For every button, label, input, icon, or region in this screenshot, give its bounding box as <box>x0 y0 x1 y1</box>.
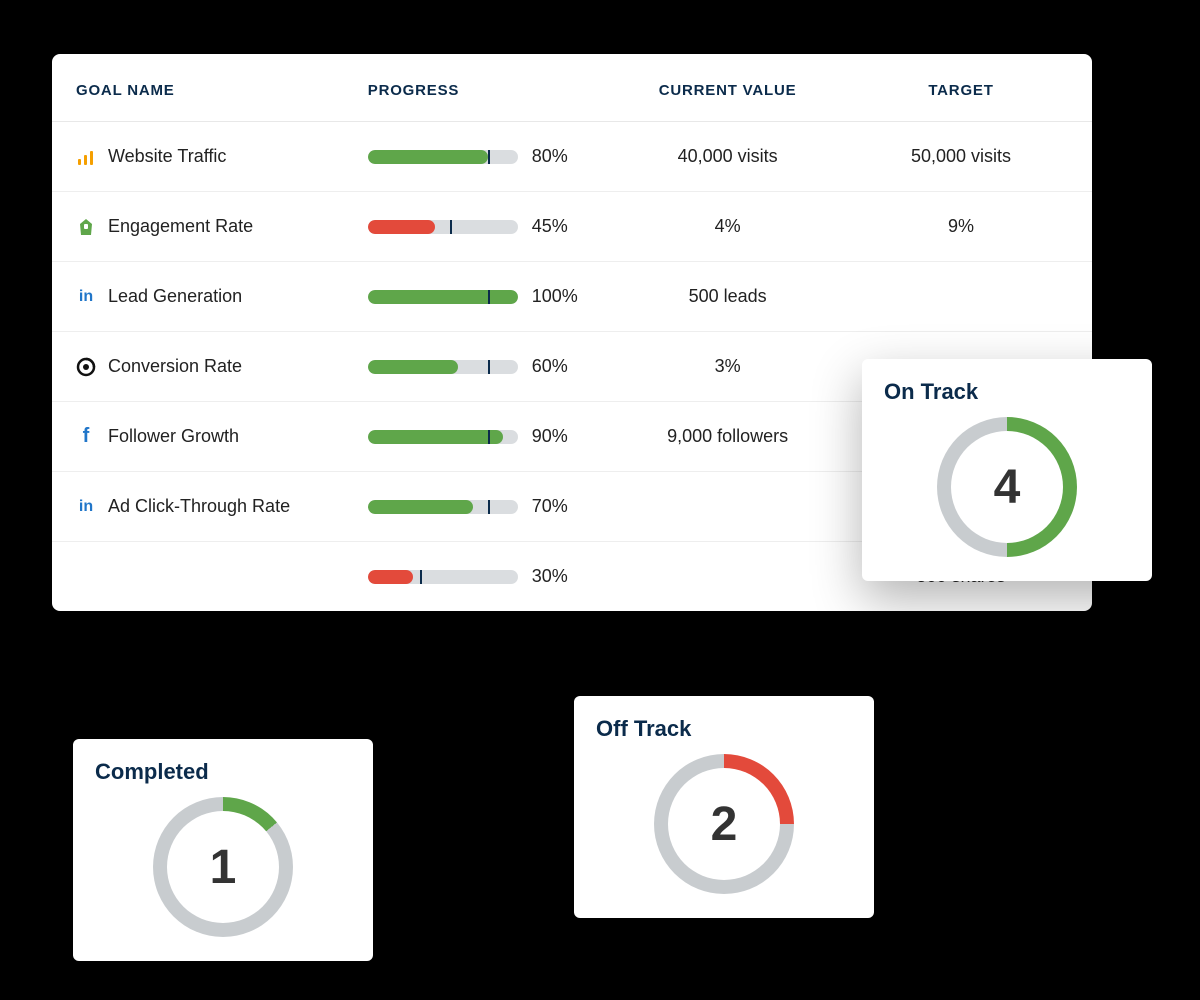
goal-name-label: Ad Click-Through Rate <box>108 496 290 517</box>
completed-card: Completed 1 <box>73 739 373 961</box>
progress-fill <box>368 290 518 304</box>
linkedin-icon: in <box>76 497 96 517</box>
completed-value: 1 <box>167 811 279 923</box>
table-row[interactable]: in Lead Generation 100% 500 leads <box>52 262 1092 332</box>
target-value: 50,000 visits <box>911 146 1011 166</box>
progress-bar <box>368 290 518 304</box>
progress-tick <box>488 430 490 444</box>
on-track-donut: 4 <box>937 417 1077 557</box>
card-title: On Track <box>884 379 1130 405</box>
progress-fill <box>368 500 473 514</box>
progress-percent: 45% <box>532 216 582 237</box>
progress-fill <box>368 570 413 584</box>
progress-bar <box>368 570 518 584</box>
blank-icon <box>76 567 96 587</box>
off-track-card: Off Track 2 <box>574 696 874 918</box>
goal-name-label: Website Traffic <box>108 146 226 167</box>
current-value: 40,000 visits <box>678 146 778 166</box>
table-row[interactable]: Engagement Rate 45% 4% 9% <box>52 192 1092 262</box>
on-track-value: 4 <box>951 431 1063 543</box>
goal-name-label: Follower Growth <box>108 426 239 447</box>
shopify-icon <box>76 217 96 237</box>
linkedin-icon: in <box>76 287 96 307</box>
goal-name-label: Lead Generation <box>108 286 242 307</box>
column-header-name: GOAL NAME <box>76 82 368 99</box>
analytics-icon <box>76 147 96 167</box>
column-header-progress: PROGRESS <box>368 82 601 99</box>
progress-fill <box>368 150 488 164</box>
progress-tick <box>488 360 490 374</box>
current-value: 4% <box>715 216 741 236</box>
progress-bar <box>368 220 518 234</box>
progress-percent: 30% <box>532 566 582 587</box>
progress-tick <box>488 500 490 514</box>
card-title: Off Track <box>596 716 852 742</box>
progress-percent: 80% <box>532 146 582 167</box>
spiral-icon <box>76 357 96 377</box>
progress-fill <box>368 430 503 444</box>
table-header: GOAL NAME PROGRESS CURRENT VALUE TARGET <box>52 54 1092 122</box>
progress-percent: 70% <box>532 496 582 517</box>
progress-tick <box>488 150 490 164</box>
facebook-icon: f <box>76 427 96 447</box>
column-header-target: TARGET <box>854 82 1068 99</box>
off-track-value: 2 <box>668 768 780 880</box>
off-track-donut: 2 <box>654 754 794 894</box>
current-value: 9,000 followers <box>667 426 788 446</box>
target-value: 9% <box>948 216 974 236</box>
progress-percent: 100% <box>532 286 582 307</box>
progress-bar <box>368 150 518 164</box>
current-value: 500 leads <box>689 286 767 306</box>
progress-fill <box>368 220 436 234</box>
progress-percent: 60% <box>532 356 582 377</box>
on-track-card: On Track 4 <box>862 359 1152 581</box>
progress-tick <box>488 290 490 304</box>
progress-bar <box>368 360 518 374</box>
card-title: Completed <box>95 759 351 785</box>
progress-tick <box>450 220 452 234</box>
goal-name-label: Conversion Rate <box>108 356 242 377</box>
progress-bar <box>368 430 518 444</box>
table-row[interactable]: Website Traffic 80% 40,000 visits 50,000 vi… <box>52 122 1092 192</box>
progress-fill <box>368 360 458 374</box>
progress-percent: 90% <box>532 426 582 447</box>
progress-tick <box>420 570 422 584</box>
current-value: 3% <box>715 356 741 376</box>
progress-bar <box>368 500 518 514</box>
goal-name-label: Engagement Rate <box>108 216 253 237</box>
column-header-current: CURRENT VALUE <box>601 82 854 99</box>
completed-donut: 1 <box>153 797 293 937</box>
